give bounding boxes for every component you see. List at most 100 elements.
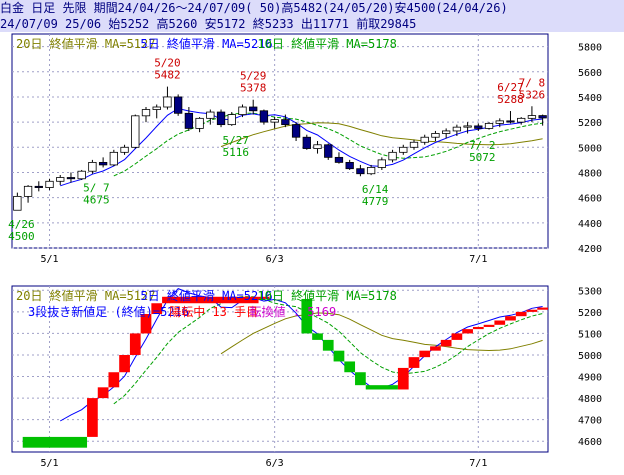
brick-down — [312, 333, 323, 340]
y-tick-label: 5000 — [578, 351, 602, 362]
candle-body — [345, 161, 354, 170]
signal-text: 陽転中 13 手目 — [169, 304, 258, 319]
y-tick-label: 5400 — [578, 93, 602, 104]
brick-up — [505, 316, 516, 321]
brick-down — [322, 339, 334, 351]
candle-body — [131, 115, 140, 148]
candle-body — [184, 112, 194, 129]
brick-down — [365, 385, 398, 390]
candle-body — [538, 115, 547, 119]
three-line-break-panel: 4600 4700 4800 4900 5000 5100 5200 5300 5/1 6/3 7/… — [11, 285, 602, 469]
candle-body — [431, 133, 440, 138]
low-annotation-value: 4779 — [362, 195, 389, 208]
low-annotation-date: 7/ 2 — [469, 139, 496, 152]
y-tick-label: 4200 — [578, 244, 602, 255]
candle-body — [452, 126, 462, 132]
high-annotation-date: 7/ 8 — [519, 76, 546, 89]
candle-body — [120, 146, 129, 153]
candle-body — [259, 110, 269, 123]
candle-body — [109, 151, 118, 166]
y-tick-label: 4800 — [578, 168, 602, 179]
legend-entry: 5日 終値平滑 MA=5216 — [140, 288, 272, 303]
y-tick-label: 5100 — [578, 329, 602, 340]
candle-body — [356, 168, 365, 175]
candle-body — [517, 117, 526, 123]
legend-entry: 10日 終値平滑 MA=5178 — [257, 36, 396, 51]
y-tick-label: 4600 — [578, 437, 602, 448]
brick-up — [451, 333, 463, 340]
brick-up — [108, 372, 120, 388]
brick-down — [355, 372, 366, 386]
y-tick-label: 5200 — [578, 118, 602, 129]
candle-body — [238, 106, 247, 115]
signal-text: 3段抜き新値足 (終値)=5216 — [28, 304, 189, 319]
plot-area — [11, 285, 549, 453]
brick-down — [22, 436, 88, 448]
brick-up — [419, 350, 431, 358]
candle-body — [249, 106, 258, 112]
high-annotation-date: 5/29 — [240, 70, 267, 83]
high-annotation-value: 5378 — [240, 82, 267, 95]
candle-body — [495, 120, 504, 124]
candle-body — [270, 119, 279, 123]
candle-body — [474, 125, 483, 129]
candle-body — [163, 96, 172, 108]
legend-entry: 10日 終値平滑 MA=5178 — [257, 288, 396, 303]
candle-body — [56, 177, 65, 182]
candle-body — [291, 124, 301, 138]
candle-body — [366, 167, 376, 175]
low-annotation-value: 4500 — [8, 230, 35, 243]
x-tick-label: 6/3 — [266, 458, 284, 469]
high-annotation-value: 5288 — [497, 93, 524, 106]
header-line-2: 24/07/09 25/06 始5252 高5260 安5172 終5233 出… — [0, 16, 624, 32]
candle-body — [302, 136, 311, 149]
candle-body — [206, 111, 215, 119]
candlestick-panel: 4200 4400 4600 4800 5000 5200 5400 5600 5800 5/1 6… — [8, 33, 602, 265]
brick-down — [333, 350, 345, 362]
candle-body — [463, 125, 472, 128]
candle-body — [442, 130, 451, 134]
signal-text: 転換値 : 5169 — [250, 304, 337, 319]
high-annotation-date: 5/20 — [154, 57, 181, 70]
low-annotation-date: 4/26 — [8, 218, 35, 231]
ma10-line — [113, 296, 543, 405]
brick-up — [140, 314, 152, 334]
brick-up — [151, 303, 163, 315]
brick-up — [408, 357, 420, 368]
legend-entry: 5日 終値平滑 MA=5216 — [140, 36, 272, 51]
candle-body — [77, 170, 86, 180]
candle-body — [377, 159, 386, 168]
candle-body — [45, 180, 54, 188]
low-annotation-value: 4675 — [83, 194, 110, 207]
high-annotation-value: 5326 — [519, 88, 546, 101]
y-tick-label: 5800 — [578, 43, 602, 54]
brick-up — [87, 398, 98, 437]
candle-body — [409, 141, 419, 148]
candle-body — [227, 114, 236, 126]
brick-up — [515, 311, 527, 317]
candle-body — [399, 146, 408, 153]
candle-body — [23, 185, 33, 197]
brick-down — [301, 298, 313, 334]
brick-up — [462, 329, 473, 334]
y-tick-label: 4700 — [578, 416, 602, 427]
brick-down — [344, 361, 356, 373]
legend-entry: 20日 終値平滑 MA=5127 — [16, 288, 155, 303]
brick-up — [472, 326, 484, 330]
candle-body — [281, 119, 290, 126]
candle-body — [34, 185, 43, 188]
x-tick-label: 7/1 — [469, 458, 487, 469]
low-annotation-date: 6/14 — [362, 183, 389, 196]
brick-up — [119, 354, 130, 373]
candle-body — [98, 161, 108, 166]
y-tick-label: 4400 — [578, 219, 602, 230]
candle-body — [313, 144, 322, 149]
ma20-line — [220, 312, 543, 355]
ma10-line — [113, 112, 543, 177]
candle-body — [420, 136, 429, 143]
header-line-1: 白金 日足 先限 期間24/04/26～24/07/09( 50)高5482(2… — [0, 0, 624, 16]
y-tick-label: 5200 — [578, 308, 602, 319]
brick-up — [129, 333, 141, 355]
brick-up — [537, 307, 548, 310]
